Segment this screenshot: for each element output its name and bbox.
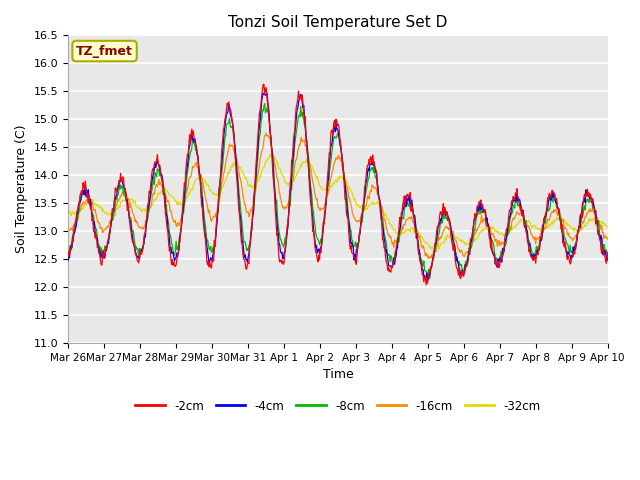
-2cm (129, 239, 137, 244)
-4cm (259, 90, 267, 96)
-32cm (404, 228, 412, 234)
Line: -32cm: -32cm (68, 154, 608, 250)
-8cm (213, 223, 221, 228)
-8cm (64, 256, 72, 262)
-2cm (422, 282, 430, 288)
-32cm (184, 192, 192, 198)
-32cm (420, 239, 428, 244)
-4cm (424, 277, 432, 283)
-16cm (64, 226, 72, 231)
-2cm (259, 82, 267, 87)
-16cm (420, 245, 428, 251)
-8cm (604, 252, 612, 258)
-8cm (404, 201, 412, 206)
-2cm (420, 279, 428, 285)
-16cm (424, 256, 432, 262)
-4cm (129, 240, 137, 246)
-8cm (426, 276, 434, 282)
-4cm (74, 211, 82, 216)
Line: -8cm: -8cm (68, 104, 608, 279)
-4cm (604, 255, 612, 261)
-32cm (129, 200, 137, 206)
Legend: -2cm, -4cm, -8cm, -16cm, -32cm: -2cm, -4cm, -8cm, -16cm, -32cm (131, 395, 545, 417)
Line: -4cm: -4cm (68, 93, 608, 280)
-32cm (64, 205, 72, 211)
-8cm (420, 258, 428, 264)
-4cm (184, 157, 192, 163)
-16cm (604, 236, 612, 242)
Y-axis label: Soil Temperature (C): Soil Temperature (C) (15, 125, 28, 253)
-32cm (74, 208, 82, 214)
Title: Tonzi Soil Temperature Set D: Tonzi Soil Temperature Set D (228, 15, 447, 30)
X-axis label: Time: Time (323, 368, 353, 381)
-32cm (431, 247, 438, 252)
-8cm (74, 215, 82, 220)
-4cm (64, 258, 72, 264)
-32cm (213, 192, 221, 198)
-8cm (129, 228, 137, 234)
-2cm (404, 193, 412, 199)
-16cm (74, 217, 82, 223)
-16cm (184, 184, 192, 190)
Text: TZ_fmet: TZ_fmet (76, 45, 133, 58)
-2cm (213, 216, 221, 222)
-32cm (604, 224, 612, 230)
-4cm (404, 197, 412, 203)
-2cm (604, 250, 612, 255)
-8cm (261, 101, 269, 107)
-32cm (268, 151, 275, 157)
Line: -16cm: -16cm (68, 133, 608, 259)
-16cm (129, 211, 137, 217)
-16cm (213, 212, 221, 217)
-8cm (184, 165, 192, 170)
-2cm (64, 249, 72, 254)
-16cm (404, 216, 412, 221)
-16cm (262, 131, 270, 136)
Line: -2cm: -2cm (68, 84, 608, 285)
-2cm (184, 152, 192, 157)
-4cm (420, 274, 428, 280)
-2cm (74, 206, 82, 212)
-4cm (213, 222, 221, 228)
